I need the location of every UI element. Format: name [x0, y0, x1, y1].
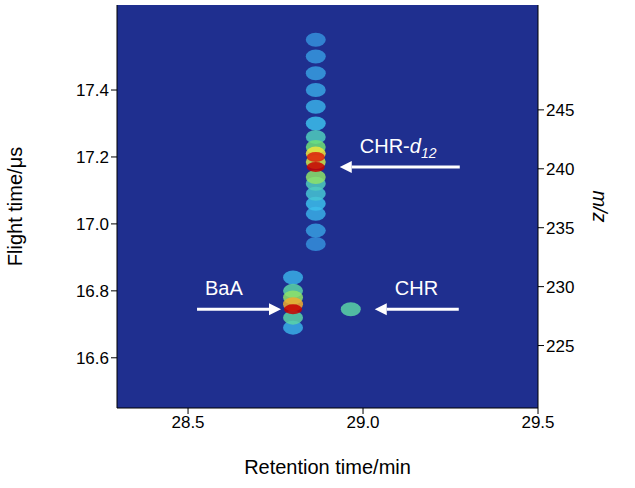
- svg-text:230: 230: [546, 278, 574, 297]
- svg-text:29.0: 29.0: [346, 413, 379, 432]
- svg-text:17.4: 17.4: [76, 81, 109, 100]
- svg-text:BaA: BaA: [205, 277, 243, 299]
- svg-text:28.5: 28.5: [171, 413, 204, 432]
- svg-text:245: 245: [546, 101, 574, 120]
- svg-text:17.0: 17.0: [76, 215, 109, 234]
- svg-text:235: 235: [546, 219, 574, 238]
- svg-text:Retention time/min: Retention time/min: [244, 456, 411, 478]
- svg-text:CHR-d12: CHR-d12: [360, 135, 437, 161]
- svg-text:17.2: 17.2: [76, 148, 109, 167]
- svg-text:Flight time/μs: Flight time/μs: [4, 147, 26, 266]
- svg-text:240: 240: [546, 160, 574, 179]
- svg-text:16.8: 16.8: [76, 282, 109, 301]
- svg-text:m/z: m/z: [589, 190, 611, 222]
- svg-text:16.6: 16.6: [76, 349, 109, 368]
- svg-text:29.5: 29.5: [521, 413, 554, 432]
- svg-text:CHR: CHR: [395, 277, 438, 299]
- svg-text:225: 225: [546, 337, 574, 356]
